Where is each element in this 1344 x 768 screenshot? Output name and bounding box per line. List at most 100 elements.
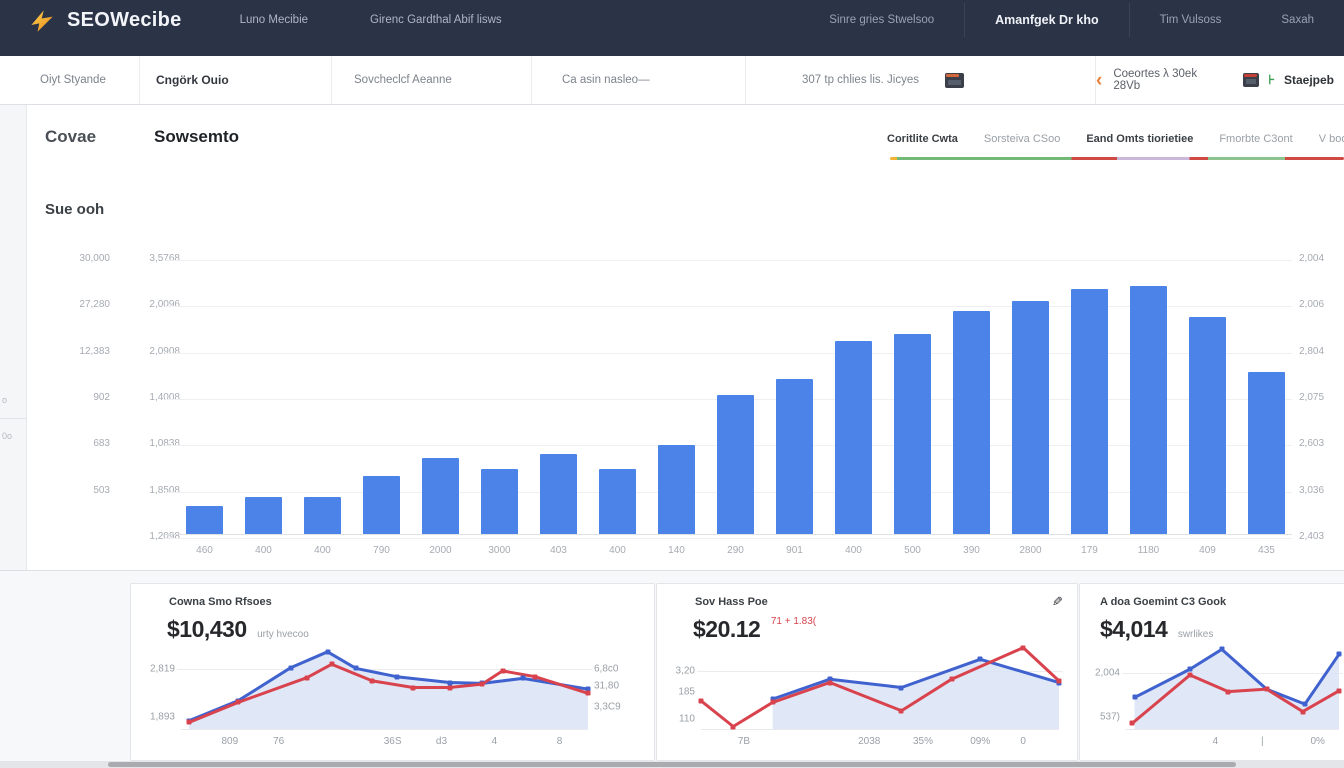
gridline bbox=[165, 260, 1292, 261]
metric-card-revenue[interactable]: Cowna Smo Rfsoes $10,430 urty hvecoo 2,8… bbox=[130, 583, 655, 761]
bar bbox=[1130, 286, 1167, 534]
edit-icon[interactable]: ✎ bbox=[1052, 594, 1063, 609]
card-value-row: $10,430 urty hvecoo bbox=[167, 616, 309, 643]
x-tick-label: 790 bbox=[373, 545, 390, 556]
y-tick-label: 2,004 bbox=[1094, 667, 1120, 679]
legend-item-1[interactable]: Coritlite Cwta bbox=[887, 133, 958, 145]
brand[interactable]: SEOWecibe bbox=[28, 7, 182, 34]
bar bbox=[186, 506, 223, 534]
y-axis-left-outer: 30,000 27,280 12,383 902 683 503 bbox=[60, 105, 110, 570]
nav-item-3[interactable]: Sinre gries Stwelsoo bbox=[829, 14, 935, 26]
data-point bbox=[1187, 672, 1193, 678]
chevron-left-icon[interactable]: ‹ bbox=[1096, 69, 1103, 91]
nav-item-1[interactable]: Luno Mecibie bbox=[239, 14, 309, 26]
y-tick-label: 902 bbox=[93, 391, 110, 403]
x-tick-label: d3 bbox=[435, 736, 448, 747]
y-tick-label: 110 bbox=[679, 713, 695, 725]
metric-card-rate[interactable]: Sov Hass Poe ✎ $20.12 71 + 1.83( 3,20 185… bbox=[656, 583, 1078, 761]
x-tick-label: 901 bbox=[786, 545, 803, 556]
horizontal-scrollbar[interactable] bbox=[0, 761, 1344, 768]
data-point bbox=[447, 685, 453, 690]
x-tick-label: 290 bbox=[727, 545, 744, 556]
data-point bbox=[730, 724, 736, 729]
x-tick-label: 400 bbox=[609, 545, 626, 556]
bar bbox=[1012, 301, 1049, 534]
y-tick-label: 1,893 bbox=[149, 711, 175, 723]
calendar-icon[interactable] bbox=[944, 72, 964, 88]
x-tick-label: 809 bbox=[221, 736, 239, 747]
date-range-selector[interactable]: Coeortes λ 30ek 28Vb bbox=[1113, 68, 1198, 92]
card-value-suffix: swrlikes bbox=[1177, 629, 1214, 640]
toolbar-item-1[interactable]: Oiyt Styande bbox=[0, 56, 140, 104]
data-point bbox=[770, 696, 776, 702]
x-tick-label: 35% bbox=[912, 736, 933, 747]
y-tick-label: 2,075 bbox=[1299, 391, 1325, 403]
toolbar-item-3[interactable]: Sovcheclcf Aeanne bbox=[332, 56, 532, 104]
toolbar-item-2[interactable]: Cngörk Ouio bbox=[140, 56, 332, 104]
bar bbox=[363, 476, 400, 534]
data-point bbox=[186, 719, 192, 725]
y-axis-right: 2,004 2,006 2,804 2,075 2,603 3,036 2,403 bbox=[1299, 105, 1344, 570]
nav-item-6[interactable]: Saxah bbox=[1281, 14, 1314, 26]
metric-cards-section: Cowna Smo Rfsoes $10,430 urty hvecoo 2,8… bbox=[0, 570, 1344, 762]
y-tick-label: 2,819 bbox=[149, 663, 175, 675]
data-point bbox=[1020, 645, 1026, 651]
card-value-row: $4,014 swrlikes bbox=[1100, 616, 1213, 643]
report-panel: Covae Sowsemto Coritlite Cwta Sorsteiva … bbox=[27, 105, 1344, 570]
mini-line-chart: 2,819 1,893 6,8c0 31,80 3,3C9 809 76 36S d3 4 8 bbox=[150, 646, 621, 747]
data-point bbox=[329, 661, 335, 667]
data-point bbox=[585, 690, 591, 696]
y-tick-label: 3,5768 bbox=[149, 253, 180, 264]
nav-item-4[interactable]: Amanfgek Dr kho bbox=[995, 13, 1099, 27]
data-point bbox=[410, 685, 416, 690]
compare-action-button[interactable]: Staejpeb bbox=[1283, 73, 1334, 87]
nav-item-5[interactable]: Tim Vulsoss bbox=[1159, 14, 1222, 26]
bar bbox=[540, 454, 577, 534]
legend-item-2[interactable]: Sorsteiva CSoo bbox=[983, 133, 1061, 145]
toolbar: Oiyt Styande Cngörk Ouio Sovcheclcf Aean… bbox=[0, 56, 1344, 105]
y-axis-left-inner: 3,5768 2,0096 2,0908 1,4008 1,0838 1,8508 1,20… bbox=[120, 105, 180, 570]
legend-item-3[interactable]: Eand Omts tiorietiee bbox=[1086, 133, 1194, 145]
card-value-row: $20.12 71 + 1.83( bbox=[693, 616, 816, 643]
x-tick-label: | bbox=[1261, 736, 1264, 747]
data-point bbox=[447, 680, 453, 686]
data-point bbox=[394, 674, 400, 680]
bar bbox=[245, 497, 282, 534]
legend-item-4[interactable]: Fmorbte C3ont bbox=[1219, 133, 1293, 145]
metric-card-goal[interactable]: A doa Goemint C3 Gook $4,014 swrlikes 2,… bbox=[1079, 583, 1344, 761]
x-tick-label: 7B bbox=[737, 736, 751, 747]
x-tick-label: 09% bbox=[970, 736, 991, 747]
data-point bbox=[1336, 688, 1342, 694]
x-tick-label: 435 bbox=[1258, 545, 1275, 556]
scrollbar-thumb[interactable] bbox=[107, 762, 1237, 767]
y-tick-label: 3,036 bbox=[1299, 484, 1325, 496]
brand-logo-icon bbox=[31, 9, 53, 32]
data-point bbox=[520, 675, 526, 681]
tab-overview[interactable]: Sowsemto bbox=[154, 127, 240, 146]
toolbar-item-4[interactable]: Ca asin nasleo— bbox=[532, 56, 746, 104]
top-navbar: SEOWecibe Luno Mecibie Girenc Gardthal A… bbox=[0, 0, 1344, 56]
tab-explorer[interactable]: Covae bbox=[45, 127, 97, 146]
x-tick-label: 390 bbox=[963, 545, 980, 556]
x-tick-label: 36S bbox=[383, 736, 402, 747]
y-tick-label: 537) bbox=[1099, 711, 1120, 723]
y-tick-label: 1,2098 bbox=[149, 530, 180, 542]
x-tick-label: 403 bbox=[550, 545, 567, 556]
nav-item-2[interactable]: Girenc Gardthal Abif lisws bbox=[370, 14, 502, 26]
card-value: $10,430 bbox=[167, 616, 247, 642]
data-point bbox=[304, 675, 310, 681]
compare-calendar-icon[interactable] bbox=[1243, 73, 1260, 87]
legend-item-5[interactable]: V boonr bbox=[1318, 133, 1344, 145]
data-point bbox=[325, 649, 331, 655]
data-point bbox=[369, 678, 375, 684]
rail-tick: o bbox=[2, 395, 8, 405]
y-tick-label: 2,603 bbox=[1299, 438, 1325, 450]
y-tick-label: 1,0838 bbox=[149, 438, 180, 450]
toolbar-item-5[interactable]: 307 tp chlies lis. Jicyes bbox=[746, 56, 1096, 104]
y-tick-label: 503 bbox=[93, 484, 110, 496]
y-tick-label: 27,280 bbox=[79, 299, 110, 311]
bar bbox=[953, 311, 990, 534]
nav-divider bbox=[1128, 3, 1130, 37]
rail-divider bbox=[0, 418, 27, 419]
y-tick-label: 683 bbox=[93, 438, 110, 450]
